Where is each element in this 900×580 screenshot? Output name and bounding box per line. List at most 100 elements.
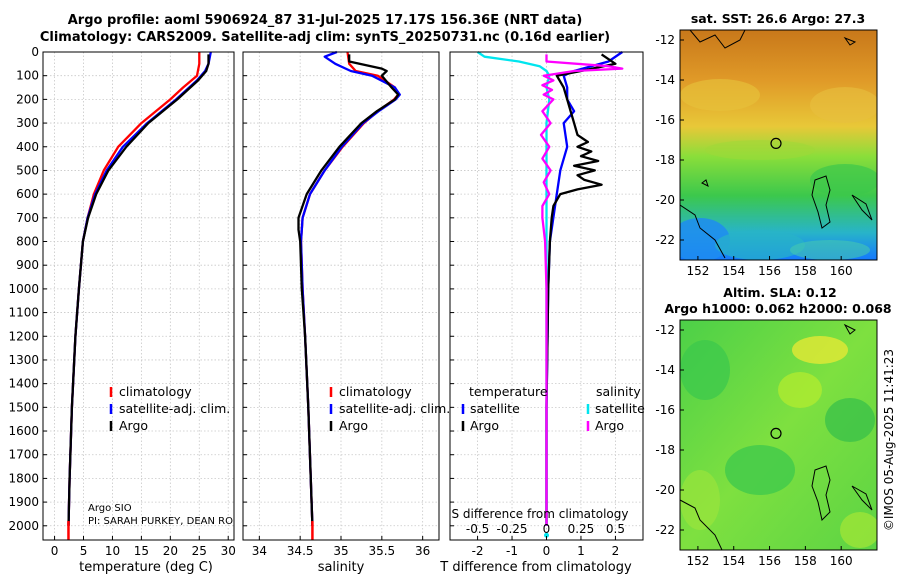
map-x-tick-label: 154: [722, 554, 745, 568]
x-tick-label: 25: [192, 544, 207, 558]
sla-map: 152 154 156 158 160 -12 -14 -16 -18 -20 -22: [655, 319, 878, 568]
sst-patches: [680, 30, 877, 260]
legend-label: satellite-adj. clim.: [119, 401, 230, 416]
x-tick-label: 1: [577, 544, 585, 558]
map-x-tick-label: 156: [758, 264, 781, 278]
series-line-temperature-argo: [545, 53, 617, 526]
map-y-tick-label: -18: [655, 443, 675, 457]
y-tick-label: 600: [16, 187, 39, 201]
map-y-tick-label: -16: [655, 113, 675, 127]
y-tick-label: 1400: [8, 377, 39, 391]
map-y-tick-label: -22: [655, 523, 675, 537]
y-tick-label: 0: [31, 45, 39, 59]
sst-map-title: sat. SST: 26.6 Argo: 27.3: [691, 11, 865, 26]
y-tick-label: 1200: [8, 329, 39, 343]
panel-frame: [42, 51, 235, 541]
map-y-tick-label: -12: [655, 33, 675, 47]
map-y-tick-label: -14: [655, 363, 675, 377]
y-tick-label: 1300: [8, 353, 39, 367]
map-x-tick-label: 152: [686, 554, 709, 568]
difference-legend: temperature salinity satellite Argo satellit…: [461, 384, 645, 433]
y-tick-label: 1800: [8, 471, 39, 485]
legend-label: Argo: [339, 418, 368, 433]
top-x-tick-label: 0.5: [606, 522, 625, 536]
y-tick-label: 100: [16, 69, 39, 83]
y-tick-label: 400: [16, 140, 39, 154]
map-x-tick-label: 152: [686, 264, 709, 278]
y-tick-label: 1000: [8, 282, 39, 296]
map-x-tick-label: 154: [722, 264, 745, 278]
y-tick-label: 900: [16, 258, 39, 272]
legend-label: satellite: [470, 401, 520, 416]
x-tick-label: 5: [80, 544, 88, 558]
legend-label: climatology: [119, 384, 192, 399]
sla-map-ticks: 152 154 156 158 160 -12 -14 -16 -18 -20 -22: [655, 323, 852, 568]
legend-label: Argo: [119, 418, 148, 433]
map-y-tick-label: -22: [655, 233, 675, 247]
y-tick-label: 2000: [8, 519, 39, 533]
map-y-tick-label: -14: [655, 73, 675, 87]
figure-title-line1: Argo profile: aoml 5906924_87 31-Jul-202…: [67, 13, 583, 28]
x-tick-label: 34.5: [287, 544, 314, 558]
pi-label: PI: SARAH PURKEY, DEAN RO: [88, 516, 233, 527]
map-x-tick-label: 160: [830, 554, 853, 568]
map-y-tick-label: -16: [655, 403, 675, 417]
legend-label: satellite: [595, 401, 645, 416]
y-tick-label: 1100: [8, 306, 39, 320]
top-x-tick-label: 0: [543, 522, 551, 536]
x-tick-label: -2: [472, 544, 484, 558]
x-tick-label: 35.5: [368, 544, 395, 558]
y-tick-label: 800: [16, 235, 39, 249]
temperature-panel: 0 5 10 15 20 25 300100200300400500600700800900…: [8, 45, 235, 558]
map-x-tick-label: 158: [794, 554, 817, 568]
series-line-satellite-adj-clim-: [299, 50, 401, 526]
top-x-tick-label: -0.5: [466, 522, 489, 536]
imos-timestamp: ©IMOS 05-Aug-2025 11:41:23: [882, 349, 896, 531]
x-tick-label: 0: [51, 544, 59, 558]
x-tick-label: 36: [415, 544, 430, 558]
y-tick-label: 200: [16, 92, 39, 106]
temperature-xlabel: temperature (deg C): [79, 560, 213, 575]
map-x-tick-label: 158: [794, 264, 817, 278]
legend-label: climatology: [339, 384, 412, 399]
legend-label: Argo: [470, 418, 499, 433]
sla-profile-marker: [770, 427, 782, 439]
panel-frame: [242, 51, 440, 541]
x-tick-label: 15: [134, 544, 149, 558]
salinity-xlabel: salinity: [318, 560, 365, 575]
x-tick-label: 10: [105, 544, 120, 558]
x-tick-label: 2: [612, 544, 620, 558]
map-x-tick-label: 160: [830, 264, 853, 278]
sla-map-title: Altim. SLA: 0.12: [723, 285, 836, 300]
sst-map: 152 154 156 158 160 -12 -14 -16 -18 -20 -22: [655, 29, 878, 278]
y-tick-label: 1500: [8, 400, 39, 414]
x-tick-label: 0: [543, 544, 551, 558]
x-tick-label: 20: [163, 544, 178, 558]
sla-patches: [680, 323, 877, 550]
difference-panel: -2 -1 0 1 2 -0.5 -0.25 0 0.25 0.5: [449, 51, 644, 558]
argo-source-label: Argo SIO: [88, 503, 132, 514]
legend-title-temperature: temperature: [469, 384, 548, 399]
temperature-legend: climatology satellite-adj. clim. Argo: [109, 384, 230, 433]
map-y-tick-label: -12: [655, 323, 675, 337]
legend-label: satellite-adj. clim.: [339, 401, 450, 416]
series-line-argo: [67, 54, 210, 526]
s-difference-xlabel: S difference from climatology: [452, 507, 629, 521]
x-tick-label: 35: [333, 544, 348, 558]
y-tick-label: 300: [16, 116, 39, 130]
map-y-tick-label: -20: [655, 483, 675, 497]
x-tick-label: -1: [506, 544, 518, 558]
map-y-tick-label: -18: [655, 153, 675, 167]
y-tick-label: 1600: [8, 424, 39, 438]
legend-title-salinity: salinity: [596, 384, 641, 399]
map-y-tick-label: -20: [655, 193, 675, 207]
top-x-tick-label: 0.25: [568, 522, 595, 536]
salinity-panel: 34 34.5 35 35.5 36: [242, 50, 440, 558]
y-tick-label: 700: [16, 211, 39, 225]
top-x-tick-label: -0.25: [497, 522, 528, 536]
series-line-argo: [297, 54, 400, 526]
y-tick-label: 1700: [8, 448, 39, 462]
sst-map-ticks: 152 154 156 158 160 -12 -14 -16 -18 -20 -22: [655, 33, 852, 278]
map-x-tick-label: 156: [758, 554, 781, 568]
